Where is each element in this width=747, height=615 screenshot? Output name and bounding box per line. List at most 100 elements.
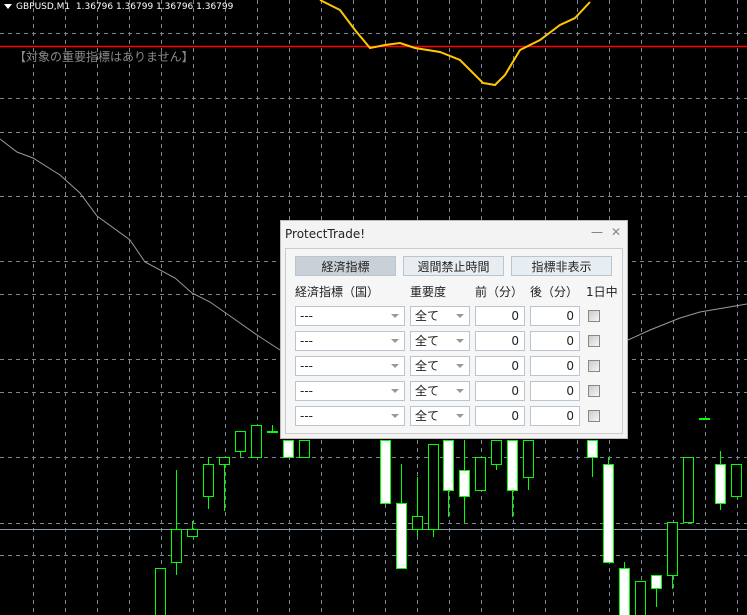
importance-value: 全て [415, 384, 440, 398]
indicator-select[interactable]: --- [295, 381, 405, 401]
indicator-value: --- [300, 384, 313, 398]
all-day-checkbox[interactable] [588, 310, 600, 322]
after-minutes-input[interactable]: 0 [530, 406, 580, 426]
panel-title: ProtectTrade! [285, 227, 366, 241]
no-indicator-notice: 【対象の重要指標はありません】 [14, 50, 194, 64]
before-value: 0 [511, 409, 519, 423]
candle-body [699, 418, 710, 420]
candle-body [619, 568, 630, 615]
before-minutes-input[interactable]: 0 [475, 331, 525, 351]
candle-body [396, 503, 407, 569]
moving-average-line [627, 303, 747, 341]
before-value: 0 [511, 309, 519, 323]
chevron-down-icon [391, 414, 399, 418]
after-minutes-input[interactable]: 0 [530, 331, 580, 351]
candle-body [635, 581, 646, 615]
candle-body [203, 464, 214, 497]
importance-select[interactable]: 全て [410, 406, 470, 426]
importance-select[interactable]: 全て [410, 356, 470, 376]
indicator-value: --- [300, 334, 313, 348]
chevron-down-icon [391, 389, 399, 393]
header-country: 経済指標（国） [295, 285, 380, 299]
candle-body [731, 464, 742, 497]
after-value: 0 [566, 384, 574, 398]
candle-body [187, 529, 198, 537]
protecttrade-panel: ProtectTrade! — ✕ 経済指標 週間禁止時間 指標非表示 経済指標… [280, 220, 628, 439]
candle-body [380, 440, 391, 504]
all-day-checkbox[interactable] [588, 385, 600, 397]
before-minutes-input[interactable]: 0 [475, 306, 525, 326]
after-minutes-input[interactable]: 0 [530, 306, 580, 326]
chevron-down-icon [391, 364, 399, 368]
before-minutes-input[interactable]: 0 [475, 406, 525, 426]
before-minutes-input[interactable]: 0 [475, 356, 525, 376]
importance-value: 全て [415, 409, 440, 423]
importance-select[interactable]: 全て [410, 306, 470, 326]
after-value: 0 [566, 309, 574, 323]
candle-body [428, 444, 439, 530]
importance-value: 全て [415, 359, 440, 373]
candle-body [587, 440, 598, 458]
after-minutes-input[interactable]: 0 [530, 381, 580, 401]
candle-body [155, 568, 166, 615]
candle-body [267, 431, 278, 433]
after-value: 0 [566, 409, 574, 423]
candle-body [651, 575, 662, 589]
candle-body [603, 464, 614, 563]
candle-body [667, 522, 678, 576]
chevron-down-icon [456, 414, 464, 418]
candle-body [491, 440, 502, 465]
chevron-down-icon [456, 339, 464, 343]
candle-body [683, 457, 694, 523]
candle-body [507, 440, 518, 491]
after-value: 0 [566, 334, 574, 348]
before-value: 0 [511, 334, 519, 348]
indicator-select[interactable]: --- [295, 306, 405, 326]
importance-value: 全て [415, 309, 440, 323]
chevron-down-icon [456, 364, 464, 368]
close-icon[interactable]: ✕ [610, 225, 621, 239]
candle-body [523, 440, 534, 478]
all-day-checkbox[interactable] [588, 360, 600, 372]
ohlc-prices: 1.36796 1.36799 1.36796 1.36799 [75, 2, 234, 12]
candle-body [251, 425, 262, 458]
candle-body [171, 529, 182, 563]
minimize-icon[interactable]: — [591, 225, 603, 239]
header-importance: 重要度 [410, 285, 447, 299]
candle-body [459, 470, 470, 497]
symbol-label: GBPUSD,M1 [16, 2, 71, 12]
indicator-select[interactable]: --- [295, 406, 405, 426]
after-minutes-input[interactable]: 0 [530, 356, 580, 376]
candle-body [475, 457, 486, 491]
chevron-down-icon [391, 339, 399, 343]
before-minutes-input[interactable]: 0 [475, 381, 525, 401]
candle-body [283, 440, 294, 458]
header-after: 後（分） [530, 285, 579, 299]
indicator-select[interactable]: --- [295, 356, 405, 376]
tab-economic-indicators[interactable]: 経済指標 [295, 256, 396, 276]
indicator-value: --- [300, 409, 313, 423]
indicator-line [319, 0, 591, 87]
importance-value: 全て [415, 334, 440, 348]
all-day-checkbox[interactable] [588, 335, 600, 347]
candle-body [235, 431, 246, 452]
all-day-checkbox[interactable] [588, 410, 600, 422]
chevron-down-icon [456, 314, 464, 318]
moving-average-line [0, 138, 281, 351]
before-value: 0 [511, 359, 519, 373]
candle-body [219, 457, 230, 465]
dropdown-triangle-icon[interactable] [4, 4, 12, 9]
after-value: 0 [566, 359, 574, 373]
importance-select[interactable]: 全て [410, 381, 470, 401]
candle-body [715, 464, 726, 504]
header-before: 前（分） [475, 285, 524, 299]
tab-weekly-blackout[interactable]: 週間禁止時間 [403, 256, 504, 276]
candle-body [299, 440, 310, 458]
chevron-down-icon [456, 389, 464, 393]
indicator-select[interactable]: --- [295, 331, 405, 351]
before-value: 0 [511, 384, 519, 398]
chevron-down-icon [391, 314, 399, 318]
importance-select[interactable]: 全て [410, 331, 470, 351]
tab-hide-indicators[interactable]: 指標非表示 [511, 256, 612, 276]
candle-body [412, 516, 423, 530]
